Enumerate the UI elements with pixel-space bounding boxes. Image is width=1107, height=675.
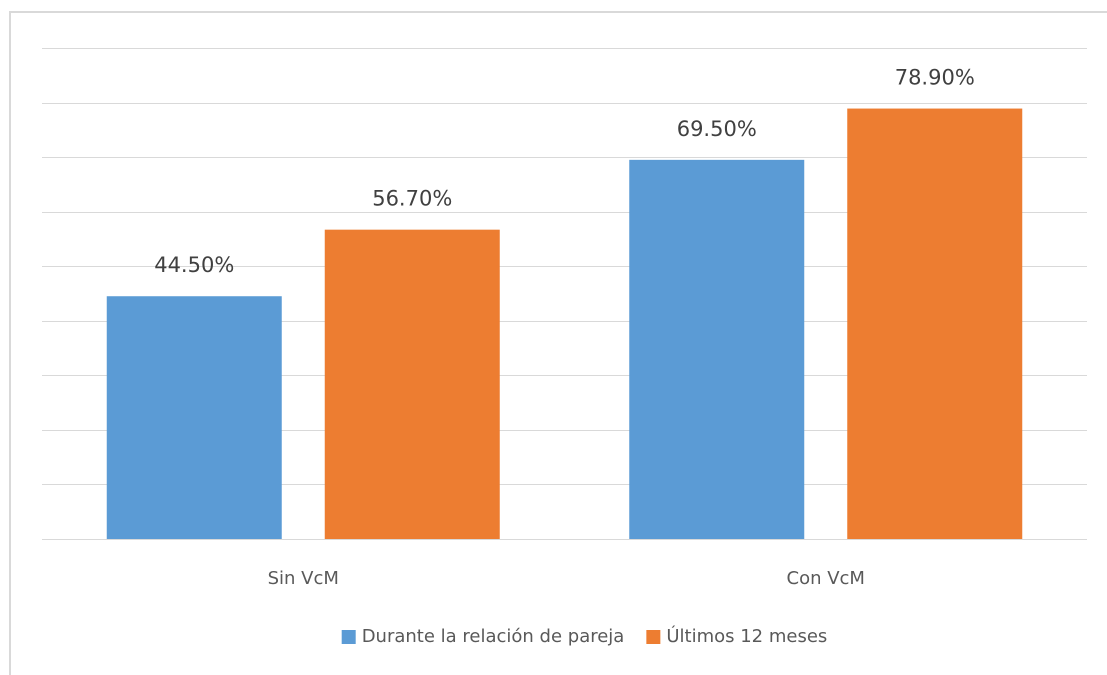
bar (324, 229, 500, 540)
legend-label: Durante la relación de pareja (362, 626, 625, 647)
legend-label: Últimos 12 meses (666, 625, 827, 647)
legend-swatch (646, 630, 661, 644)
chart-frame (9, 11, 1107, 675)
data-label: 56.70% (372, 187, 452, 211)
data-label: 44.50% (154, 253, 234, 277)
x-tick-label: Sin VcM (268, 568, 339, 589)
data-label: 78.90% (895, 66, 975, 90)
data-label: 69.50% (677, 117, 757, 141)
x-tick-label: Con VcM (787, 568, 865, 589)
bar (847, 108, 1023, 539)
legend-swatch (341, 630, 356, 644)
bar (106, 296, 282, 539)
bar (629, 159, 805, 540)
